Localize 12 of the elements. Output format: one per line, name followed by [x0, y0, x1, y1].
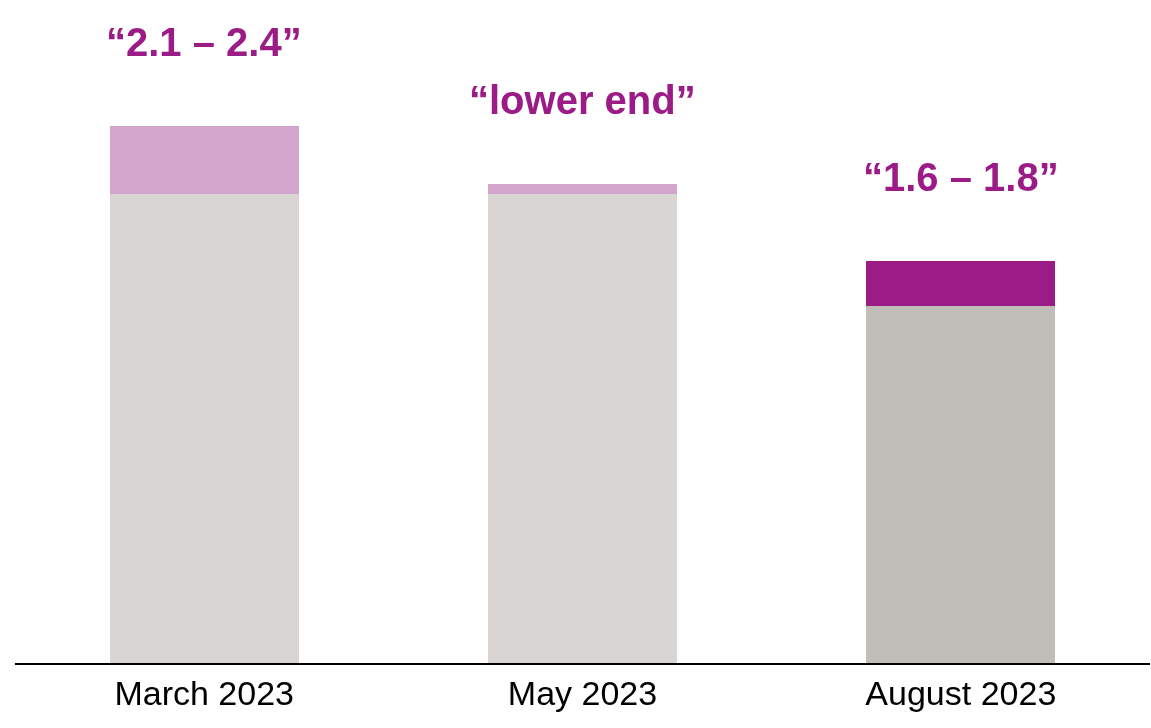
annotation: “lower end” — [469, 78, 696, 122]
bar — [487, 194, 678, 663]
bar — [866, 305, 1056, 663]
x-tick-label: March 2023 — [114, 674, 294, 713]
x-tick-label: May 2023 — [507, 674, 658, 713]
bar — [109, 194, 299, 663]
annotation: “2.1 – 2.4” — [106, 20, 302, 64]
bar — [866, 260, 1056, 306]
annotation: “1.6 – 1.8” — [863, 155, 1059, 199]
bar — [487, 184, 678, 195]
bar — [109, 126, 299, 195]
x-tick-label: August 2023 — [865, 674, 1057, 713]
